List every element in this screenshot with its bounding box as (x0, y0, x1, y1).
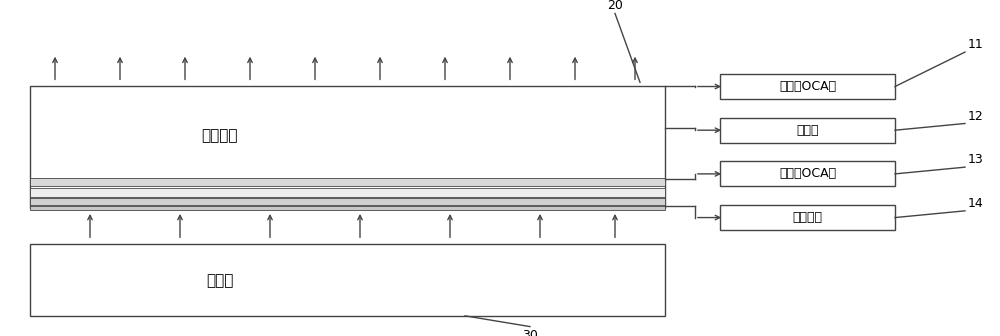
Text: 13: 13 (968, 154, 984, 167)
Text: 背光源: 背光源 (206, 273, 234, 288)
Text: 20: 20 (607, 0, 623, 12)
Text: 11: 11 (968, 38, 984, 51)
Bar (30, 206, 665, 210)
Text: 增亮膜: 增亮膜 (796, 124, 819, 137)
Text: 第一层OCA胶: 第一层OCA胶 (779, 80, 836, 93)
Bar (720, 74, 895, 99)
Bar (30, 178, 665, 186)
Bar (720, 161, 895, 186)
Text: 30: 30 (522, 329, 538, 336)
Bar (30, 198, 665, 205)
Text: 14: 14 (968, 197, 984, 210)
Bar (720, 118, 895, 143)
Text: 12: 12 (968, 110, 984, 123)
Bar (30, 86, 665, 208)
Bar (30, 244, 665, 316)
Text: 下扩散膜: 下扩散膜 (792, 211, 822, 224)
Bar (30, 188, 665, 197)
Bar (720, 205, 895, 230)
Text: 液晶基板: 液晶基板 (202, 129, 238, 143)
Text: 第二层OCA胶: 第二层OCA胶 (779, 167, 836, 180)
